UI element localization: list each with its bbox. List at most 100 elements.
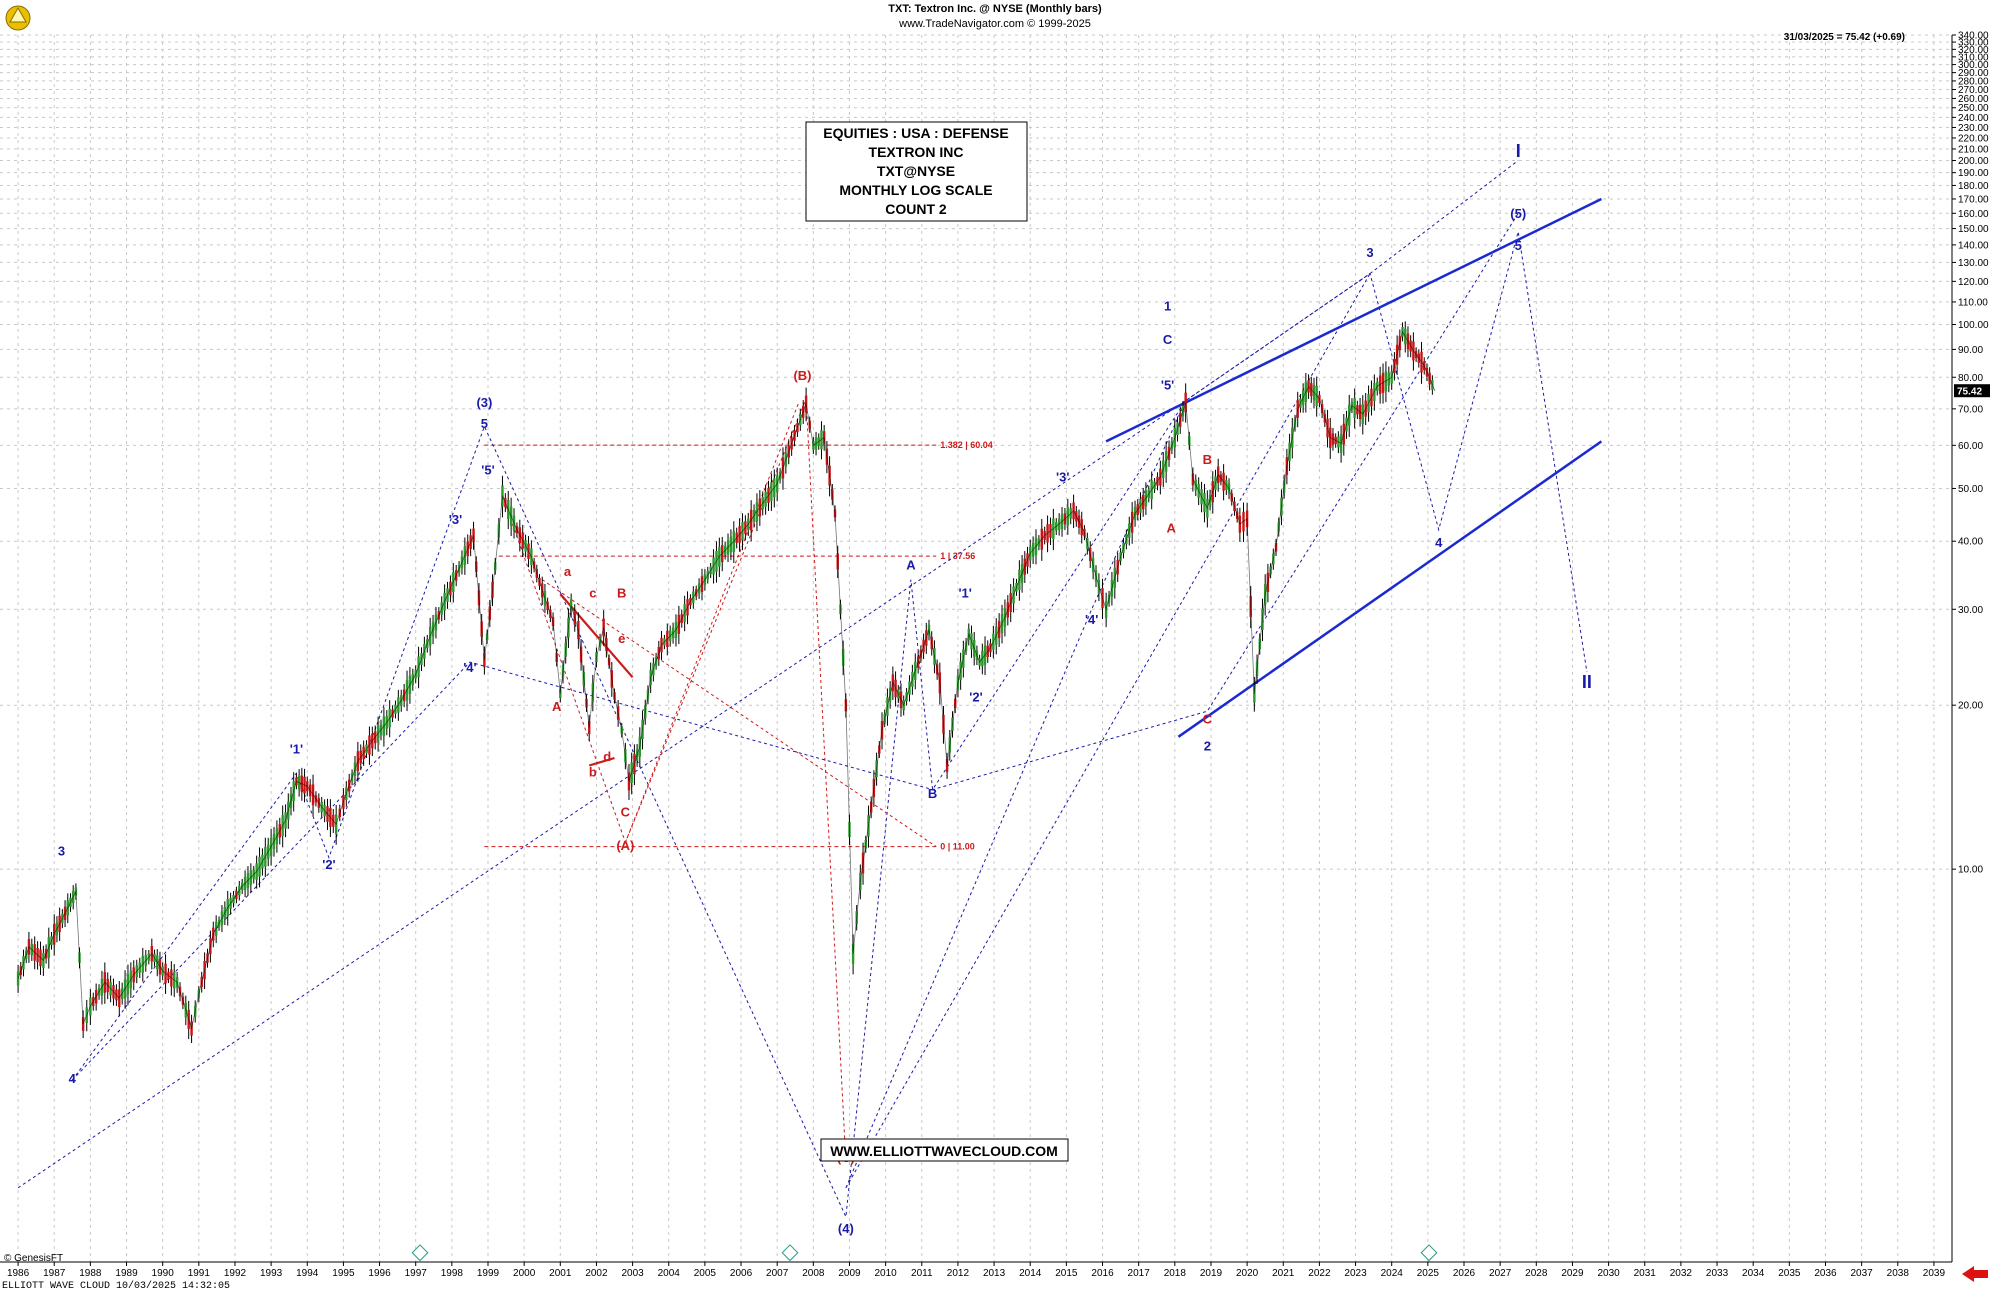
x-tick-label: 1991	[188, 1268, 211, 1279]
wave-label: '1'	[290, 742, 303, 757]
y-tick-label: 300.00	[1958, 60, 1989, 71]
x-tick-label: 1987	[43, 1268, 66, 1279]
wave-label: B	[1203, 452, 1212, 467]
x-tick-label: 2035	[1778, 1268, 1801, 1279]
x-tick-label: 2009	[838, 1268, 861, 1279]
wave-dashed-line	[17, 160, 1519, 1189]
wave-label: c	[589, 586, 596, 601]
wave-label: '3'	[449, 512, 462, 527]
price-candle-body	[81, 1017, 85, 1031]
info-line-3: TXT@NYSE	[877, 163, 955, 179]
wave-label: '4'	[1085, 612, 1098, 627]
wave-label: (A)	[616, 838, 634, 853]
last-price-note: 31/03/2025 = 75.42 (+0.69)	[1784, 32, 1905, 43]
chart-title: TXT: Textron Inc. @ NYSE (Monthly bars)	[888, 3, 1102, 15]
wave-label: 5	[1515, 238, 1522, 253]
wave-label: A	[906, 557, 916, 572]
x-tick-label: 2033	[1706, 1268, 1729, 1279]
y-tick-label: 140.00	[1958, 240, 1989, 251]
y-tick-label: 60.00	[1958, 441, 1983, 452]
wedge-line-red	[588, 756, 615, 767]
x-tick-label: 2020	[1236, 1268, 1259, 1279]
y-tick-label: 160.00	[1958, 209, 1989, 220]
x-tick-label: 2018	[1164, 1268, 1187, 1279]
x-tick-label: 2023	[1344, 1268, 1367, 1279]
scroll-right-arrow-icon[interactable]	[1962, 1266, 1988, 1282]
y-tick-label: 130.00	[1958, 258, 1989, 269]
wave-label: 1	[1164, 299, 1171, 314]
x-tick-label: 2038	[1887, 1268, 1910, 1279]
x-tick-label: 2000	[513, 1268, 536, 1279]
x-tick-label: 1992	[224, 1268, 247, 1279]
y-tick-label: 50.00	[1958, 484, 1983, 495]
y-tick-label: 40.00	[1958, 537, 1983, 548]
wave-label: '1'	[958, 586, 971, 601]
copyright: © GenesisFT	[4, 1253, 63, 1264]
wedge-line-red	[559, 593, 634, 679]
wave-label: 5	[481, 416, 488, 431]
info-line-1: EQUITIES : USA : DEFENSE	[823, 125, 1008, 141]
y-tick-label: 150.00	[1958, 224, 1989, 235]
x-tick-label: 2028	[1525, 1268, 1548, 1279]
x-tick-label: 1988	[79, 1268, 102, 1279]
x-tick-label: 1999	[477, 1268, 500, 1279]
chart-subtitle: www.TradeNavigator.com © 1999-2025	[898, 18, 1091, 30]
y-tick-label: 280.00	[1958, 76, 1989, 87]
y-tick-label: 20.00	[1958, 701, 1983, 712]
wave-label: 2	[1204, 739, 1211, 754]
x-tick-label: 2034	[1742, 1268, 1765, 1279]
event-marker-icon	[781, 1244, 799, 1262]
wave-label: (5)	[1510, 206, 1526, 221]
x-tick-label: 2010	[875, 1268, 898, 1279]
price-line	[17, 330, 1436, 1030]
event-marker-icon	[411, 1244, 429, 1262]
wave-label: I	[1516, 141, 1521, 161]
x-tick-label: 2019	[1200, 1268, 1223, 1279]
y-tick-label: 90.00	[1958, 345, 1983, 356]
fib-level-label: 1.382 | 60.04	[940, 440, 993, 450]
y-tick-label: 10.00	[1958, 865, 1983, 876]
x-tick-label: 1989	[115, 1268, 138, 1279]
axes: 340.00330.00320.00310.00300.00290.00280.…	[0, 31, 1990, 1279]
wave-dashed-line	[71, 213, 1519, 1081]
wave-label: A	[552, 699, 562, 714]
x-tick-label: 2016	[1091, 1268, 1114, 1279]
x-tick-label: 1997	[405, 1268, 428, 1279]
last-price-tag	[1954, 384, 1990, 398]
x-tick-label: 1994	[296, 1268, 319, 1279]
price-candle-body	[851, 943, 855, 964]
wave-label: '2'	[969, 690, 982, 705]
y-tick-label: 70.00	[1958, 404, 1983, 415]
y-tick-label: 310.00	[1958, 52, 1989, 63]
x-tick-label: 2003	[621, 1268, 644, 1279]
tradenavigator-logo-icon	[5, 5, 31, 31]
y-tick-label: 290.00	[1958, 68, 1989, 79]
x-tick-label: 2013	[983, 1268, 1006, 1279]
wave-label: '5'	[481, 463, 494, 478]
x-tick-label: 2001	[549, 1268, 572, 1279]
wave-label: '2'	[322, 857, 335, 872]
wave-label: (B)	[793, 368, 811, 383]
y-tick-label: 220.00	[1958, 133, 1989, 144]
wave-label: B	[928, 786, 937, 801]
wave-label: C	[1163, 332, 1173, 347]
x-tick-label: 2032	[1670, 1268, 1693, 1279]
x-tick-label: 2011	[911, 1268, 933, 1279]
x-tick-label: 1993	[260, 1268, 283, 1279]
wave-label: b	[589, 764, 597, 779]
x-tick-label: 2021	[1272, 1268, 1295, 1279]
event-marker-icon	[1420, 1244, 1438, 1262]
x-tick-label: 2027	[1489, 1268, 1512, 1279]
info-line-5: COUNT 2	[885, 201, 947, 217]
x-tick-label: 2007	[766, 1268, 789, 1279]
wave-dashed-line-red	[502, 398, 847, 1163]
wave-label: II	[1582, 672, 1592, 692]
wave-label: A	[1167, 521, 1177, 536]
y-tick-label: 190.00	[1958, 168, 1989, 179]
website-label: WWW.ELLIOTTWAVECLOUD.COM	[830, 1143, 1058, 1159]
channel-line-upper	[1105, 197, 1602, 443]
x-tick-label: 2026	[1453, 1268, 1476, 1279]
y-tick-label: 240.00	[1958, 113, 1989, 124]
